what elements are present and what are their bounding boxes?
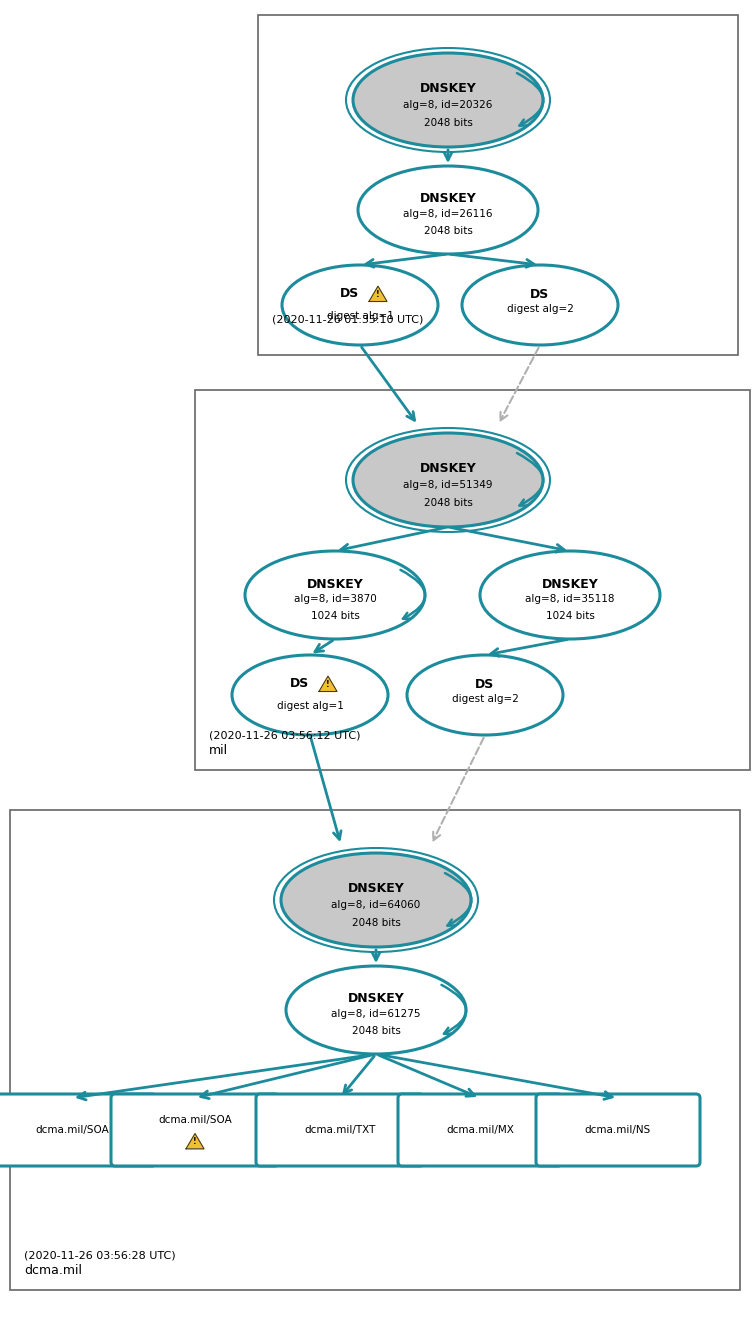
Text: 1024 bits: 1024 bits bbox=[310, 611, 359, 621]
Text: (2020-11-26 03:56:12 UTC): (2020-11-26 03:56:12 UTC) bbox=[209, 730, 361, 740]
FancyBboxPatch shape bbox=[10, 809, 740, 1290]
Text: 2048 bits: 2048 bits bbox=[352, 1026, 401, 1037]
Ellipse shape bbox=[245, 552, 425, 639]
Text: alg=8, id=26116: alg=8, id=26116 bbox=[404, 210, 492, 219]
Text: !: ! bbox=[326, 679, 330, 688]
Text: dcma.mil/MX: dcma.mil/MX bbox=[446, 1126, 514, 1135]
Text: alg=8, id=64060: alg=8, id=64060 bbox=[331, 900, 421, 909]
Text: dcma.mil/SOA: dcma.mil/SOA bbox=[158, 1115, 232, 1126]
Ellipse shape bbox=[353, 433, 543, 528]
Text: digest alg=2: digest alg=2 bbox=[507, 304, 574, 314]
Text: DS: DS bbox=[291, 678, 309, 690]
Text: alg=8, id=20326: alg=8, id=20326 bbox=[404, 100, 492, 110]
Text: dcma.mil/NS: dcma.mil/NS bbox=[585, 1126, 651, 1135]
Text: dcma.mil/TXT: dcma.mil/TXT bbox=[304, 1126, 376, 1135]
Text: alg=8, id=3870: alg=8, id=3870 bbox=[294, 594, 376, 605]
Text: dcma.mil: dcma.mil bbox=[24, 1264, 82, 1276]
Text: (2020-11-26 01:35:10 UTC): (2020-11-26 01:35:10 UTC) bbox=[272, 315, 423, 326]
Ellipse shape bbox=[286, 966, 466, 1054]
Text: DS: DS bbox=[530, 288, 550, 302]
Text: mil: mil bbox=[209, 743, 228, 756]
Text: alg=8, id=35118: alg=8, id=35118 bbox=[526, 594, 614, 605]
Text: 2048 bits: 2048 bits bbox=[352, 917, 401, 928]
Ellipse shape bbox=[281, 853, 471, 948]
FancyBboxPatch shape bbox=[536, 1094, 700, 1166]
Text: DNSKEY: DNSKEY bbox=[348, 993, 404, 1006]
Ellipse shape bbox=[358, 166, 538, 254]
Ellipse shape bbox=[232, 655, 388, 735]
FancyBboxPatch shape bbox=[195, 389, 750, 769]
Text: DNSKEY: DNSKEY bbox=[541, 578, 599, 590]
Polygon shape bbox=[186, 1134, 204, 1148]
Text: 2048 bits: 2048 bits bbox=[423, 497, 472, 508]
Ellipse shape bbox=[480, 552, 660, 639]
Text: 1024 bits: 1024 bits bbox=[546, 611, 594, 621]
FancyBboxPatch shape bbox=[258, 15, 738, 355]
Text: DNSKEY: DNSKEY bbox=[419, 461, 477, 474]
Text: dcma.mil/SOA: dcma.mil/SOA bbox=[35, 1126, 109, 1135]
Text: digest alg=1: digest alg=1 bbox=[327, 311, 393, 322]
Polygon shape bbox=[369, 286, 387, 302]
FancyBboxPatch shape bbox=[111, 1094, 279, 1166]
Text: !: ! bbox=[376, 290, 380, 299]
FancyBboxPatch shape bbox=[398, 1094, 562, 1166]
FancyBboxPatch shape bbox=[256, 1094, 424, 1166]
Text: digest alg=1: digest alg=1 bbox=[276, 702, 343, 711]
Text: alg=8, id=61275: alg=8, id=61275 bbox=[331, 1010, 421, 1019]
FancyBboxPatch shape bbox=[0, 1094, 156, 1166]
Text: DS: DS bbox=[475, 679, 495, 691]
Ellipse shape bbox=[462, 264, 618, 346]
Polygon shape bbox=[319, 676, 337, 691]
Ellipse shape bbox=[353, 53, 543, 148]
Text: digest alg=2: digest alg=2 bbox=[452, 694, 518, 704]
Text: DNSKEY: DNSKEY bbox=[348, 881, 404, 894]
Ellipse shape bbox=[282, 264, 438, 346]
Text: 2048 bits: 2048 bits bbox=[423, 117, 472, 128]
Text: DNSKEY: DNSKEY bbox=[306, 578, 364, 590]
Text: 2048 bits: 2048 bits bbox=[423, 226, 472, 237]
Text: DNSKEY: DNSKEY bbox=[419, 82, 477, 94]
Text: !: ! bbox=[194, 1138, 197, 1146]
Ellipse shape bbox=[407, 655, 563, 735]
Text: (2020-11-26 03:56:28 UTC): (2020-11-26 03:56:28 UTC) bbox=[24, 1251, 175, 1260]
Text: DS: DS bbox=[340, 287, 360, 300]
Text: alg=8, id=51349: alg=8, id=51349 bbox=[404, 480, 492, 489]
Text: DNSKEY: DNSKEY bbox=[419, 193, 477, 206]
